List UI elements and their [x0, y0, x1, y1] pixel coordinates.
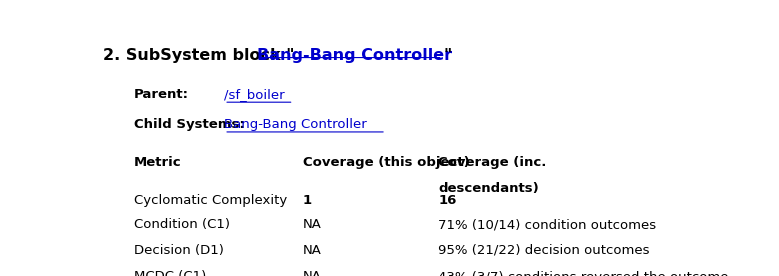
Text: 1: 1: [303, 193, 312, 206]
Text: 71% (10/14) condition outcomes: 71% (10/14) condition outcomes: [439, 218, 657, 231]
Text: 95% (21/22) decision outcomes: 95% (21/22) decision outcomes: [439, 243, 650, 256]
Text: Bang-Bang Controller: Bang-Bang Controller: [224, 118, 367, 131]
Text: Parent:: Parent:: [134, 88, 189, 101]
Text: 43% (3/7) conditions reversed the outcome: 43% (3/7) conditions reversed the outcom…: [439, 270, 729, 276]
Text: /sf_boiler: /sf_boiler: [224, 88, 285, 101]
Text: Condition (C1): Condition (C1): [134, 218, 230, 231]
Text: Coverage (this object): Coverage (this object): [303, 156, 470, 169]
Text: NA: NA: [303, 243, 322, 256]
Text: NA: NA: [303, 270, 322, 276]
Text: Cyclomatic Complexity: Cyclomatic Complexity: [134, 193, 287, 206]
Text: descendants): descendants): [439, 182, 539, 195]
Text: Metric: Metric: [134, 156, 182, 169]
Text: Child Systems:: Child Systems:: [134, 118, 245, 131]
Text: Decision (D1): Decision (D1): [134, 243, 224, 256]
Text: 16: 16: [439, 193, 456, 206]
Text: 2. SubSystem block ": 2. SubSystem block ": [104, 48, 295, 63]
Text: Bang-Bang Controller: Bang-Bang Controller: [257, 48, 453, 63]
Text: Coverage (inc.: Coverage (inc.: [439, 156, 547, 169]
Text: ": ": [444, 48, 452, 63]
Text: NA: NA: [303, 218, 322, 231]
Text: MCDC (C1): MCDC (C1): [134, 270, 206, 276]
